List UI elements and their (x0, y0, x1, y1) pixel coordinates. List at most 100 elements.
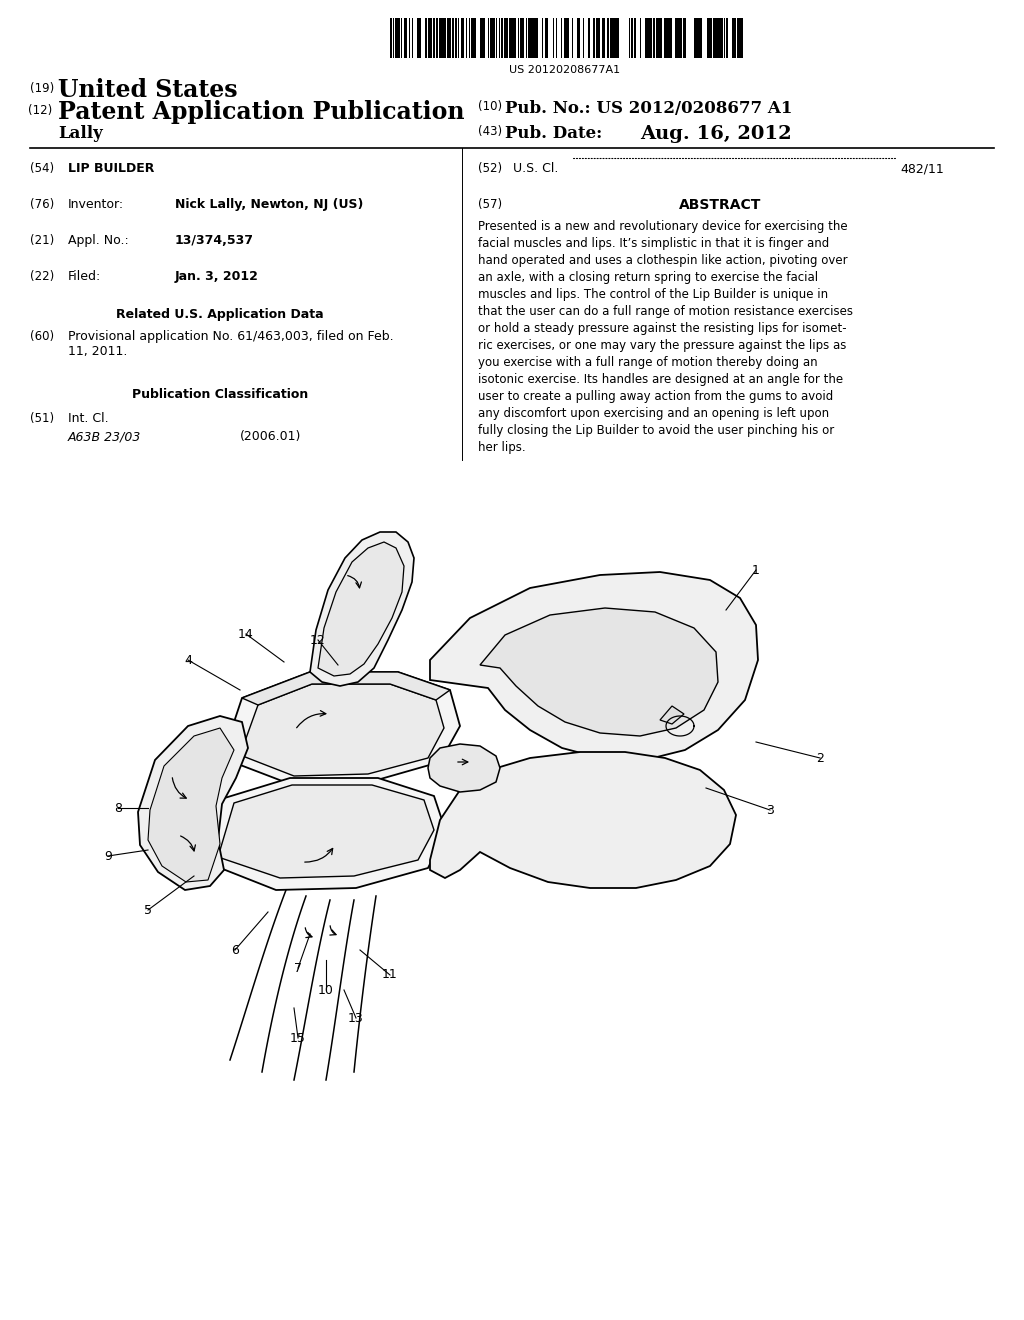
Polygon shape (218, 785, 434, 878)
Text: her lips.: her lips. (478, 441, 525, 454)
Polygon shape (222, 672, 460, 784)
Bar (534, 18, 537, 58)
Text: Pub. No.: US 2012/0208677 A1: Pub. No.: US 2012/0208677 A1 (505, 100, 793, 117)
Bar (455, 18, 457, 58)
Bar (694, 18, 698, 58)
Bar (504, 18, 507, 58)
Text: (54): (54) (30, 162, 54, 176)
Bar (607, 18, 608, 58)
Bar (594, 18, 595, 58)
Bar (632, 18, 633, 58)
Bar (515, 18, 516, 58)
Polygon shape (148, 729, 234, 882)
Bar (716, 18, 719, 58)
Bar (494, 18, 495, 58)
Bar (517, 18, 519, 58)
Text: Jan. 3, 2012: Jan. 3, 2012 (175, 271, 259, 282)
Bar (487, 18, 489, 58)
Bar (474, 18, 475, 58)
Bar (436, 18, 437, 58)
Bar (615, 18, 618, 58)
Bar (640, 18, 641, 58)
Bar (403, 18, 407, 58)
Polygon shape (138, 715, 248, 890)
Text: 4: 4 (184, 653, 191, 667)
Bar (482, 18, 485, 58)
Text: 2: 2 (816, 751, 824, 764)
Text: U.S. Cl.: U.S. Cl. (513, 162, 558, 176)
Text: (76): (76) (30, 198, 54, 211)
Bar (390, 18, 391, 58)
Bar (602, 18, 604, 58)
Bar (545, 18, 548, 58)
Polygon shape (318, 543, 404, 676)
Text: 15: 15 (290, 1031, 306, 1044)
Text: any discomfort upon exercising and an opening is left upon: any discomfort upon exercising and an op… (478, 407, 829, 420)
Text: (21): (21) (30, 234, 54, 247)
Bar (596, 18, 599, 58)
Text: 13: 13 (348, 1011, 364, 1024)
Text: 12: 12 (310, 634, 326, 647)
Text: 13/374,537: 13/374,537 (175, 234, 254, 247)
Text: 3: 3 (766, 804, 774, 817)
Bar (447, 18, 450, 58)
Bar (461, 18, 464, 58)
Bar (571, 18, 573, 58)
Text: 482/11: 482/11 (900, 162, 944, 176)
Bar (409, 18, 411, 58)
Bar (711, 18, 712, 58)
Bar (395, 18, 400, 58)
Bar (675, 18, 680, 58)
Text: LIP BUILDER: LIP BUILDER (68, 162, 155, 176)
Bar (499, 18, 500, 58)
Polygon shape (240, 684, 444, 776)
Bar (509, 18, 514, 58)
Bar (740, 18, 743, 58)
Text: Lally: Lally (58, 125, 102, 143)
Text: Int. Cl.: Int. Cl. (68, 412, 109, 425)
Bar (512, 18, 515, 58)
Text: 7: 7 (294, 961, 302, 974)
Text: A63B 23/03: A63B 23/03 (68, 430, 141, 444)
Bar (612, 18, 615, 58)
Bar (469, 18, 470, 58)
Bar (648, 18, 649, 58)
Text: (2006.01): (2006.01) (240, 430, 301, 444)
Bar (656, 18, 660, 58)
Polygon shape (242, 672, 450, 705)
Text: Provisional application No. 61/463,003, filed on Feb.: Provisional application No. 61/463,003, … (68, 330, 393, 343)
Bar (578, 18, 581, 58)
Text: an axle, with a closing return spring to exercise the facial: an axle, with a closing return spring to… (478, 271, 818, 284)
Text: muscles and lips. The control of the Lip Builder is unique in: muscles and lips. The control of the Lip… (478, 288, 828, 301)
Text: ric exercises, or one may vary the pressure against the lips as: ric exercises, or one may vary the press… (478, 339, 847, 352)
Text: (43): (43) (478, 125, 502, 139)
Bar (453, 18, 454, 58)
Bar (732, 18, 735, 58)
Bar (471, 18, 476, 58)
Text: ABSTRACT: ABSTRACT (679, 198, 761, 213)
Bar (450, 18, 452, 58)
Text: or hold a steady pressure against the resisting lips for isomet-: or hold a steady pressure against the re… (478, 322, 847, 335)
Text: (19): (19) (30, 82, 54, 95)
Text: 10: 10 (318, 983, 334, 997)
Bar (680, 18, 682, 58)
Text: Appl. No.:: Appl. No.: (68, 234, 129, 247)
Polygon shape (310, 532, 414, 686)
Bar (678, 18, 679, 58)
Bar (431, 18, 432, 58)
Text: Patent Application Publication: Patent Application Publication (58, 100, 465, 124)
Polygon shape (430, 752, 736, 888)
Text: 8: 8 (114, 801, 122, 814)
Text: 11, 2011.: 11, 2011. (68, 345, 127, 358)
Polygon shape (430, 572, 758, 760)
Bar (555, 18, 557, 58)
Text: Inventor:: Inventor: (68, 198, 124, 211)
Text: Publication Classification: Publication Classification (132, 388, 308, 401)
Text: 9: 9 (104, 850, 112, 862)
Text: fully closing the Lip Builder to avoid the user pinching his or: fully closing the Lip Builder to avoid t… (478, 424, 835, 437)
Bar (525, 18, 527, 58)
Text: Presented is a new and revolutionary device for exercising the: Presented is a new and revolutionary dev… (478, 220, 848, 234)
Text: (10): (10) (478, 100, 502, 114)
Bar (617, 18, 620, 58)
Bar (667, 18, 670, 58)
